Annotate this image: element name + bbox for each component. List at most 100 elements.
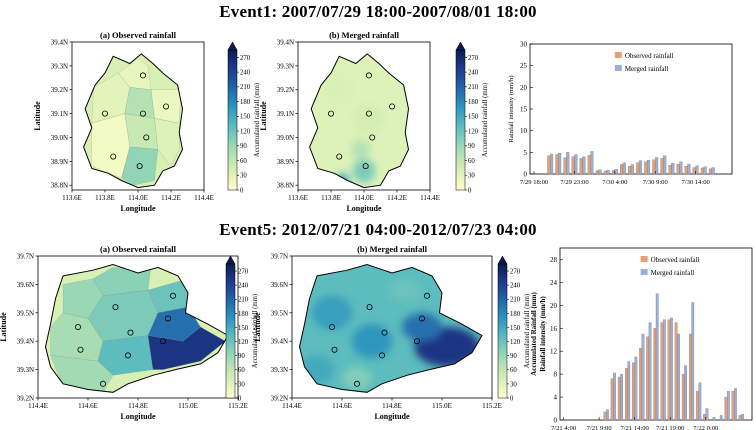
e1-a-colorbar-tick-label: 60: [240, 158, 247, 165]
e5-a-colorbar-bar: [225, 263, 236, 399]
e1-b-basin-boundary: [309, 53, 410, 189]
e5-bar-observed: [738, 415, 742, 421]
e1-b-rain-gauge-station: [365, 72, 372, 79]
e1-a-ytick-label: 39.0N: [51, 134, 68, 142]
e5-a-ylabel: Latitude: [0, 312, 8, 342]
e1-bar-merged: [663, 155, 667, 175]
e5-b-rain-cluster: [402, 312, 442, 342]
e1-bar-merged: [590, 151, 594, 175]
e5-bar-merged: [691, 302, 695, 421]
e5-b-ytick-label: 39.7N: [271, 253, 288, 261]
e1-a-rain-gauge-station: [139, 72, 146, 79]
e5-b-xtick-label: 114.8E: [382, 402, 402, 410]
e1-b-ytick-label: 38.9N: [277, 158, 294, 166]
e1-bar-observed: [652, 159, 656, 175]
e1-bar-merged: [638, 160, 642, 175]
e5-a-colorbar-label: Accumulated rainfall (mm): [252, 294, 259, 368]
e5-bar-observed: [689, 333, 692, 421]
e5-a-thiessen-cell: [147, 326, 226, 370]
e1-bar-observed: [579, 158, 583, 175]
e1-b-rain-gauge-station: [365, 110, 372, 117]
e5-bar-ytick-label: 4: [554, 394, 558, 402]
e1-b-rain-gauge-station: [362, 163, 369, 170]
e1-a-thiessen-cell: [124, 113, 159, 150]
e5-b-colorbar-tick-label: 210: [510, 297, 521, 304]
e1-a-rain-gauge-station: [136, 163, 143, 170]
e5-b-rain-gauge-station: [381, 329, 388, 336]
e1-b-colorbar-tick-label: 180: [468, 99, 479, 106]
e5-legend-swatch: [640, 256, 648, 262]
e5-bar-merged: [684, 365, 687, 421]
e1-bar-merged: [647, 160, 651, 175]
e1-bar-observed: [547, 155, 551, 175]
e1-b-colorbar-label: Accumulated rainfall (mm): [482, 83, 489, 157]
e1-a-colorbar-tick-label: 30: [240, 173, 247, 180]
e5-b-title: (b) Merged rainfall: [357, 244, 428, 254]
e1-a-rain-gauge-station: [102, 110, 109, 117]
e5-bar-merged: [719, 415, 723, 421]
e1-a-xtick-label: 114.0E: [128, 194, 148, 202]
e1-b-ytick-label: 39.4N: [277, 39, 294, 47]
e1-a-colorbar-tick-label: 270: [240, 55, 251, 62]
e1-bar-ytick-label: 15: [520, 106, 528, 114]
e1-a-ytick-label: 38.9N: [51, 158, 68, 166]
e1-bar-merged: [630, 164, 634, 175]
e1-a-ylabel: Latitude: [33, 101, 42, 131]
e1-bar-merged: [550, 153, 554, 175]
e1-a-thiessen-cell: [150, 89, 182, 124]
e1-bar-observed: [611, 169, 615, 175]
e1-b-rain-gauge-station: [389, 103, 396, 110]
e5-bar-merged: [705, 408, 709, 421]
e1-bar-merged: [679, 161, 683, 175]
e1-bar-merged: [574, 154, 578, 175]
e5-b-colorbar-tick-label: 0: [510, 395, 514, 402]
e5-bar-merged: [734, 388, 737, 421]
e1-bar-merged: [614, 169, 618, 175]
e5-bar-merged: [677, 333, 680, 421]
e5-b-colorbar: 0 30 60 90 120 150 180 210 240 270 Accumulated rai…: [497, 255, 531, 402]
e1-a-colorbar-tick-label: 0: [240, 187, 244, 194]
e1-b-colorbar-bar: [455, 49, 466, 191]
e5-a-colorbar-tick-label: 240: [238, 283, 249, 290]
e1-bar-observed: [660, 158, 664, 175]
e1-b-xtick-label: 113.6E: [288, 194, 308, 202]
event5-title: Event5: 2012/07/21 04:00-2012/07/23 04:0…: [219, 220, 537, 239]
e1-bar-merged: [711, 167, 715, 175]
e5-a-ytick-label: 39.7N: [17, 253, 34, 261]
e1-b-ytick-label: 38.8N: [277, 182, 294, 190]
e5-b-ytick-label: 39.6N: [271, 281, 288, 289]
e5-b-rain-gauge-station: [418, 315, 425, 322]
e5-b-ytick-label: 39.5N: [271, 309, 288, 317]
e5-a-colorbar-tick-label: 210: [238, 297, 249, 304]
e5-b-colorbar-bar: [497, 263, 508, 399]
e1-b-ytick-label: 39.0N: [277, 134, 294, 142]
e5-b-rainfall-field: [299, 264, 482, 393]
e1-a-colorbar-tick-label: 240: [240, 70, 251, 77]
e1-bar-merged: [703, 166, 707, 175]
e1-bar-observed: [676, 163, 680, 175]
e1-b-ytick-label: 39.1N: [277, 110, 294, 118]
e5-b-colorbar-label: Accumulated rainfall (mm): [524, 294, 531, 368]
e1-bar-merged: [671, 163, 675, 175]
e5-bar-observed: [660, 322, 664, 421]
e1-b-colorbar-tick-label: 120: [468, 128, 479, 135]
e5-a-rain-gauge-station: [112, 304, 119, 311]
event1-title: Event1: 2007/07/29 18:00-2007/08/01 18:0…: [219, 2, 537, 21]
e5-b-rain-gauge-station: [366, 304, 373, 311]
e1-b-colorbar: 0 30 60 90 120 150 180 210 240 270 Accumulated rai…: [455, 41, 489, 194]
e1-bar-chart: 0 5 10 15 20 25 30 7/29 18:00 7/29 23:00 7/30 4:0…: [508, 41, 733, 186]
e5-b-ylabel: Latitude: [253, 312, 262, 342]
e5-bar-merged: [655, 293, 659, 421]
e1-a-colorbar-extend: [227, 41, 238, 51]
e1-b-colorbar-tick-label: 30: [468, 173, 475, 180]
e5-a-ytick-label: 39.6N: [17, 281, 34, 289]
e5-a-rain-gauge-station: [100, 380, 107, 387]
e5-bar-merged: [726, 391, 730, 421]
e1-a-ytick-label: 39.4N: [51, 39, 68, 47]
e5-a-rain-gauge-station: [125, 352, 132, 359]
e5-bar-observed: [653, 328, 657, 421]
e1-b-colorbar-tick-label: 60: [468, 158, 475, 165]
e5-a-title: (a) Observed rainfall: [100, 244, 177, 254]
e1-bar-xtick-label: 7/30 14:00: [681, 179, 710, 186]
